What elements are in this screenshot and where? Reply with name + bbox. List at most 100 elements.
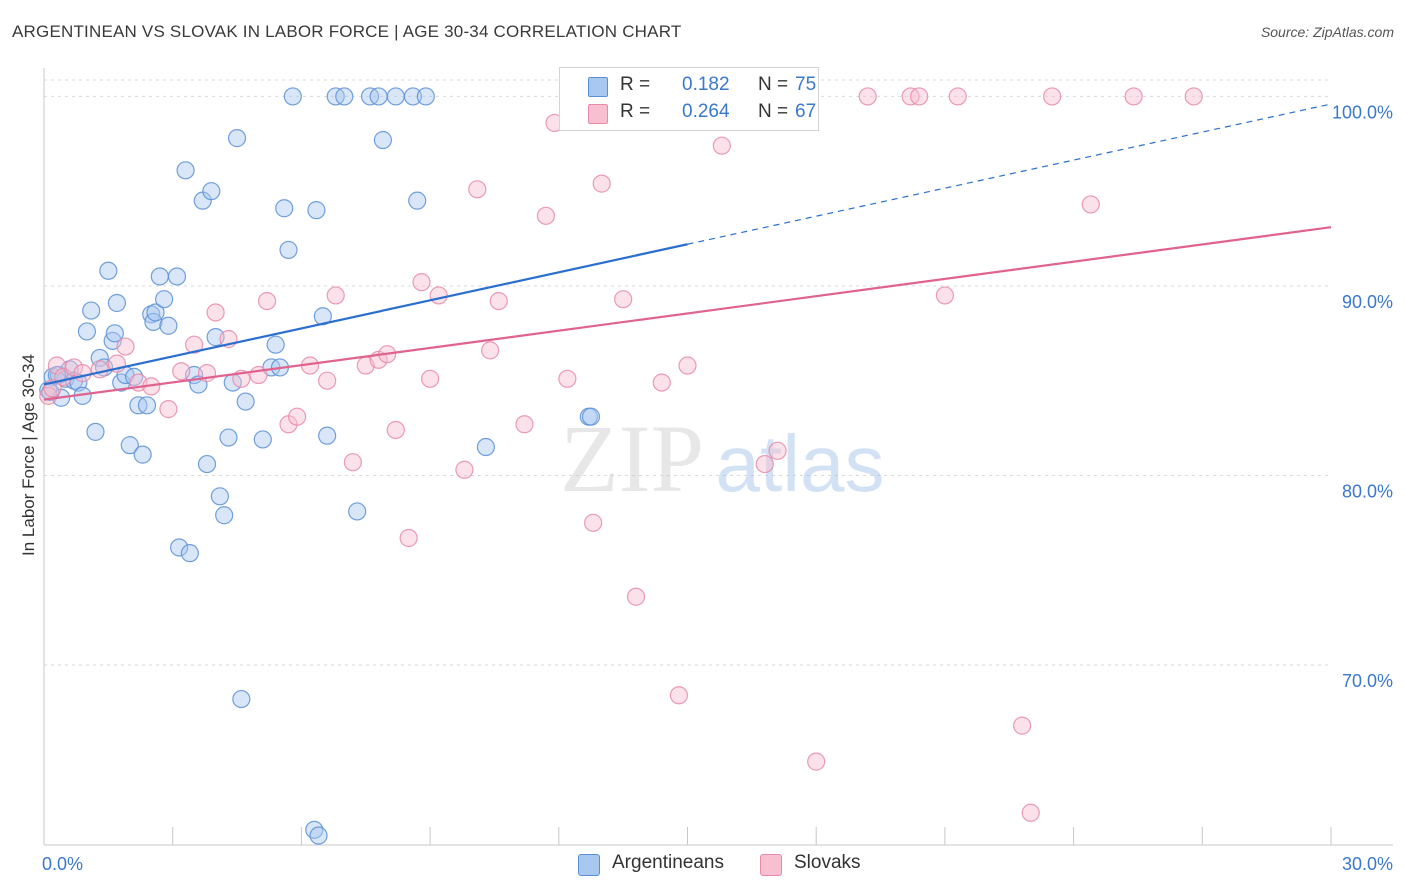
argentinean-point <box>155 290 174 309</box>
argentinean-point <box>99 261 118 280</box>
argentinean-point <box>283 87 302 106</box>
argentinean-point <box>253 430 272 449</box>
slovak-point <box>185 335 204 354</box>
argentinean-point <box>107 293 127 313</box>
slovak-point <box>421 369 440 388</box>
argentinean-point <box>210 487 229 506</box>
slovak-point <box>1043 87 1062 106</box>
r-value: 0.264 <box>682 101 730 122</box>
argentinean-point <box>236 392 255 411</box>
argentinean-trend-line <box>43 243 688 386</box>
watermark-atlas: atlas <box>716 419 885 508</box>
slovak-point <box>489 292 508 311</box>
slovak-point <box>678 356 697 375</box>
slovak-point <box>116 337 135 356</box>
slovak-point <box>318 371 337 390</box>
argentinean-point <box>86 422 105 441</box>
slovak-point <box>626 587 646 606</box>
slovak-point <box>1184 87 1203 106</box>
slovak-point <box>584 513 603 532</box>
argentinean-point <box>318 426 337 445</box>
argentinean-point <box>386 87 405 106</box>
argentinean-point <box>167 267 187 286</box>
watermark: ZIP atlas <box>560 405 884 512</box>
slovak-point <box>429 286 448 305</box>
slovak-point <box>652 373 671 392</box>
y-tick-label: 70.0% <box>1342 671 1393 691</box>
slovak-point <box>468 180 487 199</box>
argentinean-point <box>335 87 354 106</box>
slovak-point <box>858 87 877 106</box>
slovak-point <box>614 290 633 309</box>
r-label: R = <box>620 101 651 122</box>
slovak-point <box>935 286 955 305</box>
slovak-point <box>206 303 225 322</box>
n-label: N = <box>758 74 789 95</box>
argentinean-point <box>146 303 165 322</box>
argentinean-point <box>180 544 199 563</box>
slovak-point <box>326 286 345 305</box>
argentinean-point <box>403 87 423 106</box>
n-value: 75 <box>795 74 817 95</box>
slovak-point <box>712 136 731 155</box>
legend-swatch-blue <box>578 854 600 876</box>
slovak-point <box>455 460 474 479</box>
argentinean-point <box>408 191 427 210</box>
slovak-point <box>1013 716 1032 735</box>
slovak-point <box>90 360 109 379</box>
argentinean-point <box>105 324 124 343</box>
slovak-point <box>768 441 787 460</box>
argentinean-point <box>77 322 97 341</box>
slovak-point <box>515 415 534 434</box>
slovak-point <box>73 364 92 383</box>
legend-label: Argentineans <box>612 852 724 873</box>
argentinean-point <box>348 502 367 521</box>
n-label: N = <box>758 101 789 122</box>
argentinean-point <box>307 201 326 220</box>
argentinean-point <box>82 301 101 320</box>
legend-swatch-pink <box>588 104 608 124</box>
slovak-point <box>669 686 689 705</box>
argentinean-point <box>309 826 328 845</box>
slovak-point <box>412 273 431 292</box>
legend-swatch-blue <box>588 77 608 97</box>
x-tick-label-left: 0.0% <box>42 854 83 874</box>
slovak-point <box>159 400 178 419</box>
argentinean-point <box>416 87 435 106</box>
argentinean-point <box>275 199 294 218</box>
argentinean-point <box>219 428 238 447</box>
argentinean-point <box>279 240 298 260</box>
argentinean-point <box>150 267 169 286</box>
argentinean-point <box>133 445 152 464</box>
y-tick-label: 90.0% <box>1342 292 1393 312</box>
argentinean-point <box>476 437 495 457</box>
data-points <box>39 87 1203 845</box>
argentinean-point <box>137 396 157 415</box>
argentinean-point <box>227 129 247 148</box>
slovak-point <box>288 407 307 426</box>
chart-title: ARGENTINEAN VS SLOVAK IN LABOR FORCE | A… <box>12 22 682 41</box>
argentinean-point <box>120 436 139 455</box>
source-label: Source: ZipAtlas.com <box>1260 24 1394 40</box>
legend-swatch-pink <box>760 854 782 876</box>
slovak-point <box>343 453 362 472</box>
slovak-point <box>399 528 418 548</box>
n-value: 67 <box>795 101 817 122</box>
argentinean-point <box>232 689 251 709</box>
slovak-trend-line <box>43 226 1332 401</box>
argentinean-point <box>373 130 393 150</box>
legend-label: Slovaks <box>794 852 861 873</box>
slovak-point <box>948 87 967 106</box>
argentinean-point <box>202 182 221 201</box>
slovak-point <box>1021 803 1040 822</box>
argentinean-point <box>197 454 217 474</box>
y-axis-label: In Labor Force | Age 30-34 <box>19 354 38 556</box>
slovak-point <box>1081 195 1100 214</box>
y-tick-label: 100.0% <box>1332 102 1393 122</box>
slovak-point <box>558 369 577 388</box>
y-tick-labels: 100.0% 90.0% 80.0% 70.0% <box>1332 102 1393 691</box>
argentinean-point <box>176 161 195 180</box>
trend-lines <box>43 103 1332 401</box>
correlation-legend: R = 0.182 N = 75 R = 0.264 N = 67 <box>559 67 819 131</box>
